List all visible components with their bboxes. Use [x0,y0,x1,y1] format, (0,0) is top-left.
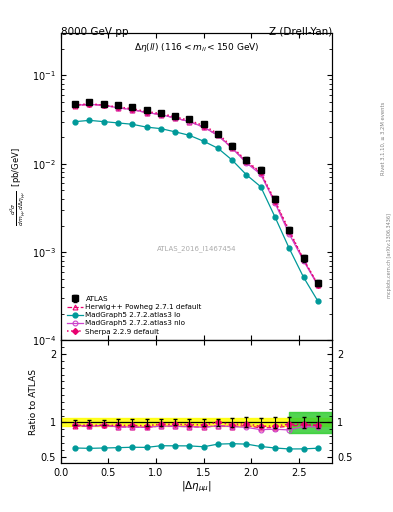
Text: mcplots.cern.ch [arXiv:1306.3436]: mcplots.cern.ch [arXiv:1306.3436] [387,214,391,298]
MadGraph5 2.7.2.atlas3 lo [73,119,77,125]
Sherpa 2.2.9 default [273,198,277,204]
MadGraph5 2.7.2.atlas3 nlo [273,200,277,206]
Herwig++ Powheg 2.7.1 default [215,132,220,138]
Legend: ATLAS, Herwig++ Powheg 2.7.1 default, MadGraph5 2.7.2.atlas3 lo, MadGraph5 2.7.2: ATLAS, Herwig++ Powheg 2.7.1 default, Ma… [64,293,204,337]
Sherpa 2.2.9 default [215,131,220,137]
Y-axis label: Ratio to ATLAS: Ratio to ATLAS [29,369,38,435]
MadGraph5 2.7.2.atlas3 lo [87,117,92,123]
Text: 8000 GeV pp: 8000 GeV pp [61,27,129,37]
Herwig++ Powheg 2.7.1 default [287,229,292,235]
Text: $\Delta\eta(ll)\ (116 < m_{ll} < 150\ \mathrm{GeV})$: $\Delta\eta(ll)\ (116 < m_{ll} < 150\ \m… [134,41,259,54]
MadGraph5 2.7.2.atlas3 lo [230,157,235,163]
Text: ATLAS_2016_I1467454: ATLAS_2016_I1467454 [157,245,236,252]
MadGraph5 2.7.2.atlas3 lo [173,129,178,135]
Text: Z (Drell-Yan): Z (Drell-Yan) [269,27,332,37]
MadGraph5 2.7.2.atlas3 nlo [116,105,120,111]
Herwig++ Powheg 2.7.1 default [158,112,163,118]
MadGraph5 2.7.2.atlas3 nlo [287,231,292,237]
Sherpa 2.2.9 default [101,102,106,109]
MadGraph5 2.7.2.atlas3 lo [101,119,106,125]
Sherpa 2.2.9 default [87,100,92,106]
MadGraph5 2.7.2.atlas3 lo [273,214,277,220]
MadGraph5 2.7.2.atlas3 nlo [230,145,235,152]
Herwig++ Powheg 2.7.1 default [258,170,263,177]
Line: Sherpa 2.2.9 default: Sherpa 2.2.9 default [73,101,320,287]
MadGraph5 2.7.2.atlas3 nlo [187,119,192,125]
MadGraph5 2.7.2.atlas3 lo [116,120,120,126]
Sherpa 2.2.9 default [301,256,306,262]
Line: MadGraph5 2.7.2.atlas3 lo: MadGraph5 2.7.2.atlas3 lo [73,118,320,304]
Herwig++ Powheg 2.7.1 default [316,282,320,288]
MadGraph5 2.7.2.atlas3 nlo [301,258,306,264]
Sherpa 2.2.9 default [244,158,249,164]
Herwig++ Powheg 2.7.1 default [201,124,206,130]
Herwig++ Powheg 2.7.1 default [187,119,192,125]
Bar [61,418,332,426]
Herwig++ Powheg 2.7.1 default [230,145,235,152]
MadGraph5 2.7.2.atlas3 lo [316,298,320,304]
Sherpa 2.2.9 default [230,144,235,150]
MadGraph5 2.7.2.atlas3 lo [187,132,192,138]
MadGraph5 2.7.2.atlas3 lo [215,145,220,152]
Sherpa 2.2.9 default [287,228,292,234]
Line: MadGraph5 2.7.2.atlas3 nlo: MadGraph5 2.7.2.atlas3 nlo [73,102,320,288]
MadGraph5 2.7.2.atlas3 nlo [201,124,206,130]
Sherpa 2.2.9 default [201,122,206,129]
Herwig++ Powheg 2.7.1 default [87,101,92,108]
Y-axis label: $\frac{d^2\sigma}{d\,m_{\mu\mu}\,d\Delta\eta_{\mu\mu}}$  [pb/GeV]: $\frac{d^2\sigma}{d\,m_{\mu\mu}\,d\Delta… [8,147,28,226]
MadGraph5 2.7.2.atlas3 nlo [244,160,249,166]
Herwig++ Powheg 2.7.1 default [130,106,135,113]
Sherpa 2.2.9 default [116,104,120,110]
MadGraph5 2.7.2.atlas3 nlo [158,112,163,118]
MadGraph5 2.7.2.atlas3 nlo [316,282,320,288]
Sherpa 2.2.9 default [173,114,178,120]
Herwig++ Powheg 2.7.1 default [244,159,249,165]
MadGraph5 2.7.2.atlas3 nlo [101,102,106,109]
Herwig++ Powheg 2.7.1 default [73,102,77,109]
MadGraph5 2.7.2.atlas3 lo [144,124,149,130]
MadGraph5 2.7.2.atlas3 lo [287,245,292,251]
MadGraph5 2.7.2.atlas3 nlo [144,110,149,116]
Herwig++ Powheg 2.7.1 default [173,115,178,121]
MadGraph5 2.7.2.atlas3 nlo [258,171,263,177]
MadGraph5 2.7.2.atlas3 lo [158,125,163,132]
Sherpa 2.2.9 default [158,111,163,117]
MadGraph5 2.7.2.atlas3 nlo [215,132,220,138]
Sherpa 2.2.9 default [316,282,320,288]
MadGraph5 2.7.2.atlas3 nlo [73,102,77,109]
Herwig++ Powheg 2.7.1 default [101,102,106,109]
MadGraph5 2.7.2.atlas3 lo [301,274,306,280]
Herwig++ Powheg 2.7.1 default [144,110,149,116]
MadGraph5 2.7.2.atlas3 nlo [130,106,135,113]
Sherpa 2.2.9 default [258,169,263,176]
Sherpa 2.2.9 default [130,105,135,112]
MadGraph5 2.7.2.atlas3 lo [244,172,249,178]
Sherpa 2.2.9 default [187,117,192,123]
X-axis label: $|\Delta\eta_{\mu\mu}|$: $|\Delta\eta_{\mu\mu}|$ [181,480,212,494]
MadGraph5 2.7.2.atlas3 nlo [87,101,92,108]
Herwig++ Powheg 2.7.1 default [116,105,120,111]
Line: Herwig++ Powheg 2.7.1 default: Herwig++ Powheg 2.7.1 default [73,102,320,287]
MadGraph5 2.7.2.atlas3 lo [258,184,263,190]
MadGraph5 2.7.2.atlas3 lo [130,121,135,127]
Text: Rivet 3.1.10, ≥ 3.2M events: Rivet 3.1.10, ≥ 3.2M events [381,101,386,175]
Sherpa 2.2.9 default [73,102,77,109]
MadGraph5 2.7.2.atlas3 nlo [173,115,178,121]
Sherpa 2.2.9 default [144,109,149,115]
Herwig++ Powheg 2.7.1 default [273,199,277,205]
MadGraph5 2.7.2.atlas3 lo [201,138,206,144]
Herwig++ Powheg 2.7.1 default [301,257,306,263]
